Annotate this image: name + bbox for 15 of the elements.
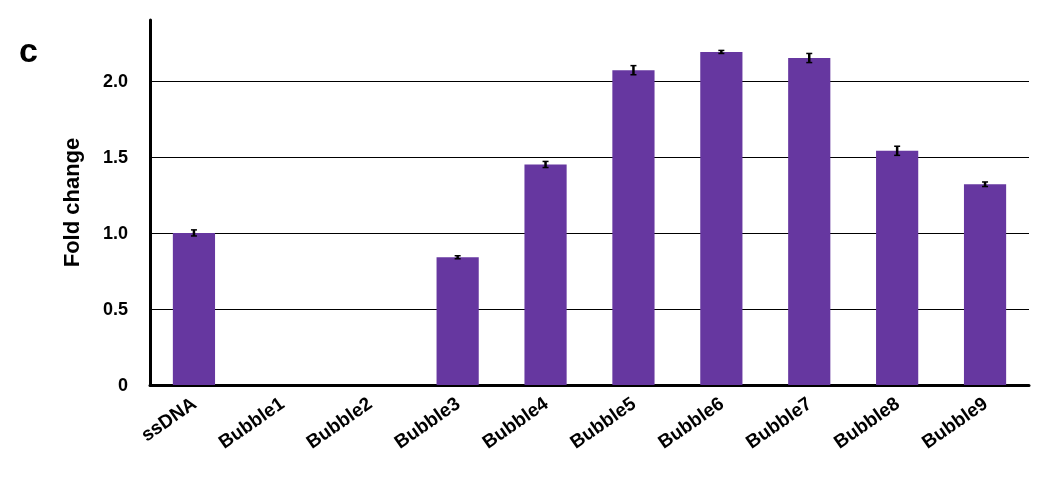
y-axis-title: Fold change: [58, 137, 84, 268]
bar: [788, 58, 831, 385]
y-tick-label: 1.0: [102, 222, 128, 243]
text: c: [19, 31, 38, 69]
bar: [963, 184, 1007, 385]
bar: [612, 70, 655, 385]
y-tick-label: 2.0: [102, 70, 128, 91]
y-tick-label: 0.5: [102, 298, 128, 319]
y-tick-label: 1.5: [102, 146, 128, 167]
y-tick-label: 0: [117, 375, 128, 395]
bar: [172, 232, 216, 385]
bar: [876, 150, 919, 385]
bar: [524, 164, 567, 385]
bar: [436, 257, 479, 385]
bar: [700, 51, 743, 385]
